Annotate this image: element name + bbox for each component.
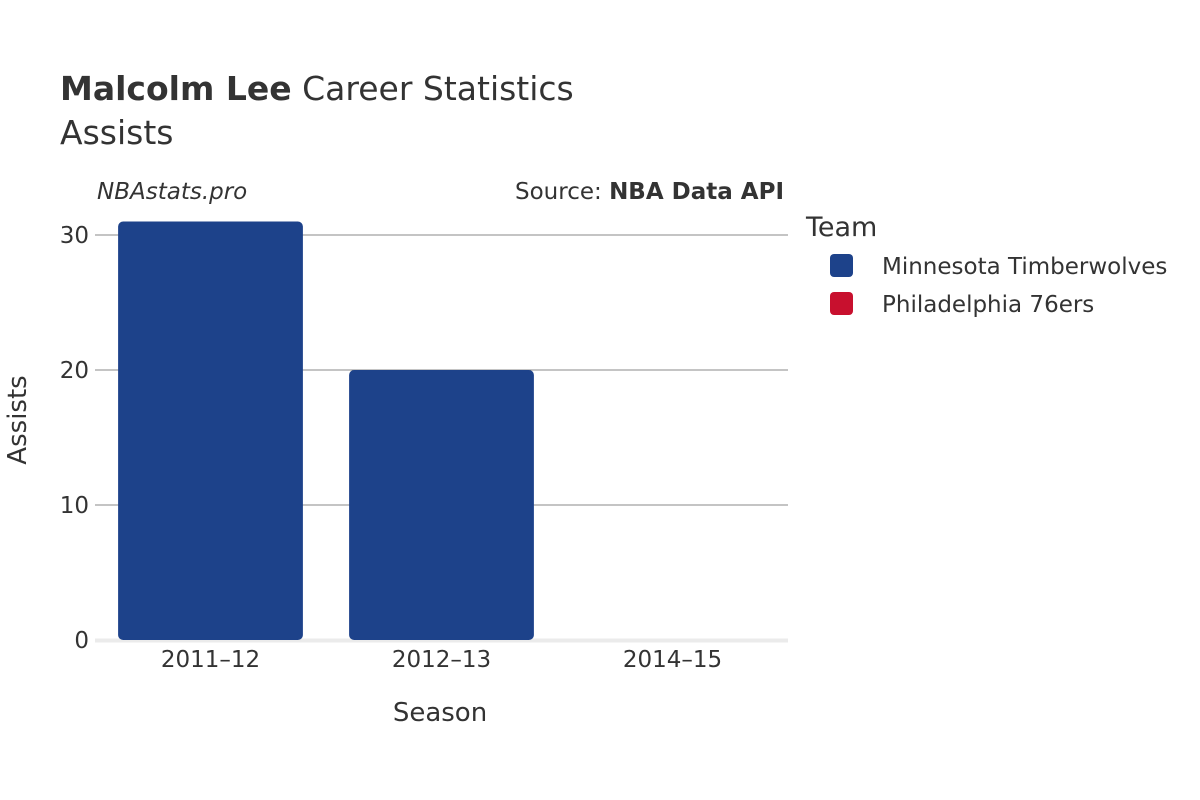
- chart-title-player: Malcolm Lee: [60, 69, 292, 108]
- chart-subtitle: Assists: [60, 113, 173, 152]
- y-tick-labels: 0 10 20 30: [60, 223, 89, 654]
- chart-title-rest: Career Statistics: [292, 69, 574, 108]
- x-tick-label: 2014–15: [623, 647, 722, 673]
- y-tick-label: 10: [60, 493, 89, 519]
- x-axis-title: Season: [393, 698, 487, 728]
- x-tick-label: 2012–13: [392, 647, 491, 673]
- source-name: NBA Data API: [609, 179, 784, 205]
- y-tick-label: 0: [74, 628, 89, 654]
- x-tick-label: 2011–12: [161, 647, 260, 673]
- bar-minnesota-timberwolves: [349, 370, 534, 640]
- chart-title: Malcolm Lee Career Statistics: [60, 69, 574, 108]
- y-tick-label: 20: [60, 358, 89, 384]
- watermark-text: NBAstats.pro: [97, 179, 247, 205]
- source-text: Source: NBA Data API: [515, 179, 784, 205]
- legend-title: Team: [805, 212, 877, 243]
- legend-label: Philadelphia 76ers: [882, 292, 1094, 318]
- source-prefix: Source:: [515, 179, 609, 205]
- x-tick-labels: 2011–12 2012–13 2014–15: [161, 647, 722, 673]
- legend-swatch: [830, 254, 853, 277]
- bar-minnesota-timberwolves: [118, 221, 303, 640]
- bars: [118, 221, 534, 640]
- legend-label: Minnesota Timberwolves: [882, 254, 1167, 280]
- y-axis-title: Assists: [3, 375, 33, 464]
- legend-swatch: [830, 292, 853, 315]
- legend: Minnesota Timberwolves Philadelphia 76ers: [830, 254, 1167, 318]
- y-tick-label: 30: [60, 223, 89, 249]
